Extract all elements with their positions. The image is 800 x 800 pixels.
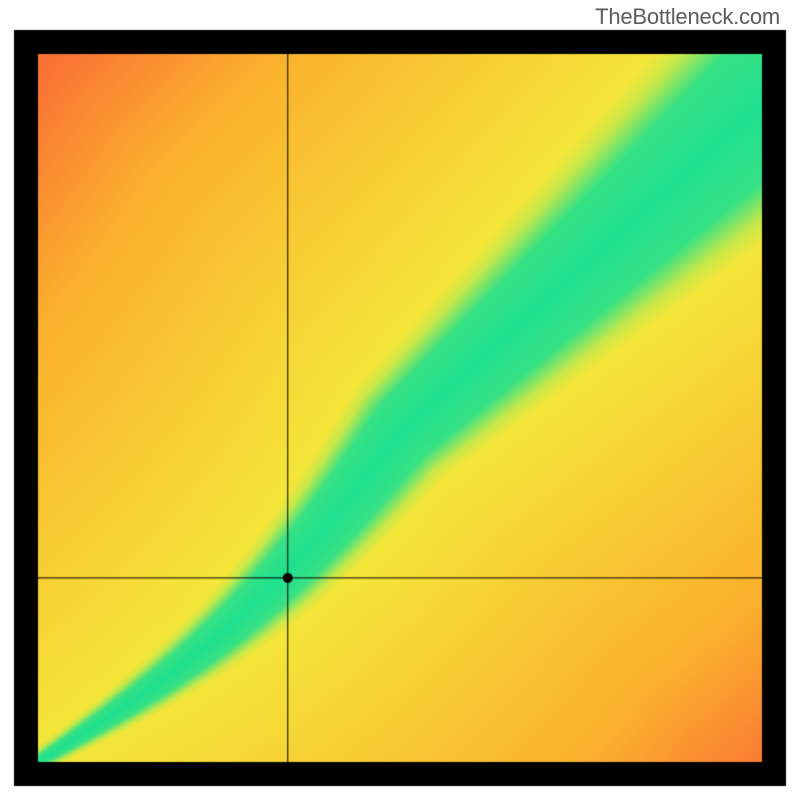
watermark-label: TheBottleneck.com bbox=[595, 4, 780, 30]
heatmap-canvas bbox=[0, 0, 800, 800]
chart-root: TheBottleneck.com bbox=[0, 0, 800, 800]
